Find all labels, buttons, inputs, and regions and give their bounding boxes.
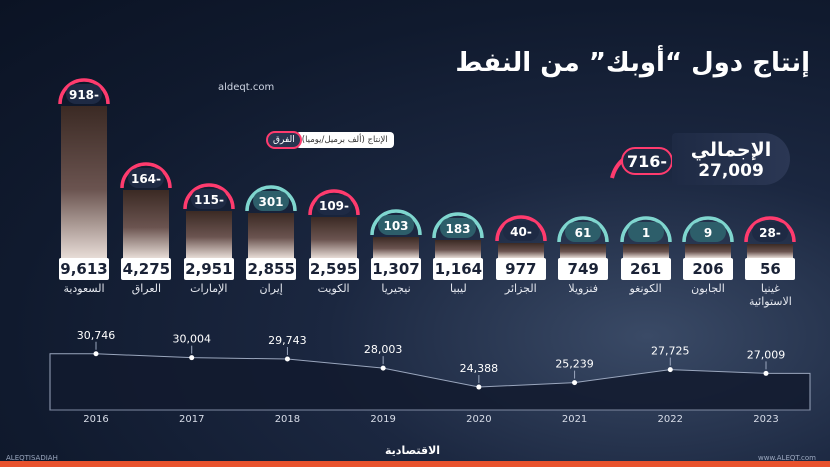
social-handle: ALEQTISADIAH — [6, 454, 58, 462]
data-label: 25,239 — [555, 358, 594, 371]
data-label: 27,725 — [651, 345, 690, 358]
diff-value: 1 — [641, 226, 649, 240]
country-name: فنزويلا — [568, 282, 598, 295]
x-tick-label: 2023 — [753, 414, 778, 425]
diff-gauge: 115- — [183, 183, 235, 210]
diff-value: 183 — [446, 222, 471, 236]
country-name: الإمارات — [190, 282, 228, 295]
data-point — [572, 380, 578, 386]
country-bar — [185, 211, 232, 258]
data-label: 28,003 — [364, 343, 403, 356]
data-point — [667, 367, 673, 373]
total-diff: 716- — [627, 152, 667, 171]
x-tick-label: 2020 — [466, 414, 491, 425]
diff-gauge: 164- — [120, 162, 173, 189]
country-name: غينيا الاستوائية — [748, 282, 792, 308]
production-value: 1,164 — [433, 258, 484, 280]
total-box: الإجمالي 27,009 — [672, 133, 790, 185]
legend-production-label: الإنتاج (ألف برميل/يوميا) — [295, 132, 394, 148]
country-name: الجزائر — [504, 282, 537, 295]
diff-value: 301 — [259, 195, 284, 209]
country-name: الجابون — [691, 282, 725, 295]
production-value: 4,275 — [121, 258, 172, 280]
production-value: 2,855 — [246, 258, 297, 280]
diff-value: 918- — [69, 88, 99, 102]
country-bar — [435, 240, 482, 258]
data-point — [189, 355, 195, 361]
legend: الفرق الإنتاج (ألف برميل/يوميا) — [266, 131, 394, 149]
production-value: 261 — [620, 258, 671, 280]
diff-gauge: 183 — [432, 212, 485, 239]
data-label: 29,743 — [268, 334, 307, 347]
x-tick-label: 2017 — [179, 414, 204, 425]
country-name: الكونغو — [629, 282, 662, 295]
country-bar — [622, 244, 669, 258]
production-value: 2,595 — [308, 258, 359, 280]
production-value: 1,307 — [371, 258, 421, 280]
diff-gauge: 301 — [245, 185, 297, 212]
country-name: نيجيريا — [381, 282, 411, 295]
brand-logo: الاقتصادية — [385, 444, 441, 457]
data-label: 27,009 — [747, 348, 786, 361]
production-value: 9,613 — [59, 258, 109, 280]
country-name: الكويت — [317, 282, 350, 295]
total-value: 27,009 — [698, 161, 764, 181]
footer-url: www.ALEQT.com — [758, 454, 816, 462]
annual-total-chart: 30,746 2016 30,004 2017 29,743 2018 28,003 2019… — [49, 330, 811, 425]
x-tick-label: 2016 — [83, 414, 108, 425]
data-label: 30,004 — [172, 333, 211, 346]
legend-diff-badge: الفرق — [266, 131, 302, 149]
diff-gauge: 103 — [370, 209, 422, 236]
production-value: 56 — [745, 258, 796, 280]
country-name: السعودية — [63, 282, 105, 295]
data-point — [284, 356, 290, 362]
country-bar — [373, 237, 419, 258]
x-tick-label: 2019 — [370, 414, 395, 425]
production-value: 749 — [558, 258, 609, 280]
total-label: الإجمالي — [690, 139, 772, 161]
diff-gauge: 109- — [307, 189, 360, 216]
diff-value: 28- — [760, 226, 782, 240]
diff-value: 61 — [575, 226, 592, 240]
data-point — [476, 384, 482, 390]
page-title: إنتاج دول “أوبك” من النفط — [455, 48, 810, 78]
diff-gauge: 1 — [619, 216, 672, 243]
diff-gauge: 61 — [557, 216, 609, 243]
data-point — [763, 370, 769, 376]
diff-gauge: 918- — [58, 78, 110, 105]
country-name: العراق — [131, 282, 162, 295]
diff-value: 115- — [194, 193, 224, 207]
production-value: 2,951 — [183, 258, 234, 280]
x-tick-label: 2018 — [275, 414, 300, 425]
data-label: 24,388 — [460, 362, 499, 375]
diff-value: 9 — [704, 226, 712, 240]
production-value: 206 — [683, 258, 733, 280]
data-point — [380, 365, 386, 371]
diff-value: 103 — [383, 219, 408, 233]
data-point — [93, 351, 99, 357]
country-bar — [61, 106, 107, 258]
diff-gauge: 28- — [744, 216, 797, 243]
diff-value: 164- — [131, 172, 161, 186]
x-tick-label: 2021 — [562, 414, 587, 425]
data-label: 30,746 — [77, 330, 116, 342]
production-value: 977 — [495, 258, 546, 280]
country-bar — [497, 243, 544, 258]
country-name: ليبيا — [450, 282, 467, 295]
country-bar — [123, 190, 170, 258]
diff-gauge: 40- — [495, 215, 547, 242]
site-url: aldeqt.com — [218, 82, 275, 93]
diff-gauge: 9 — [682, 216, 734, 243]
x-tick-label: 2022 — [658, 414, 683, 425]
area-series — [49, 353, 811, 411]
footer-bar — [0, 461, 830, 467]
country-bar — [310, 217, 357, 258]
diff-value: 109- — [319, 199, 349, 213]
country-name: إيران — [259, 282, 283, 295]
country-bar — [560, 244, 607, 258]
country-bar — [685, 244, 731, 258]
diff-value: 40- — [510, 225, 532, 239]
country-bar — [248, 213, 295, 258]
country-bar — [747, 244, 794, 258]
